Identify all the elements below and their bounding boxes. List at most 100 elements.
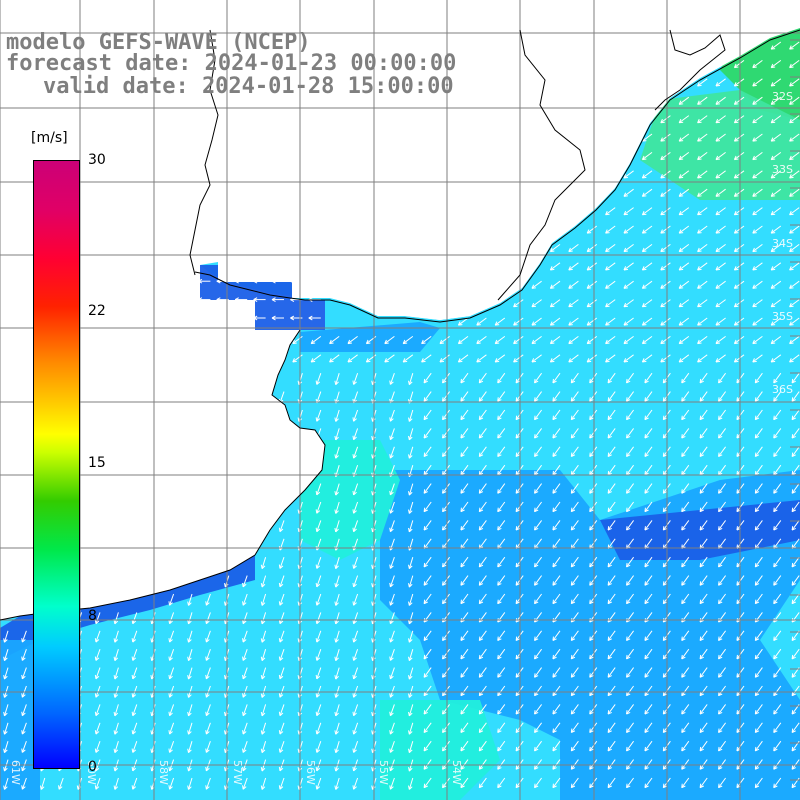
wind-arrow xyxy=(260,649,267,662)
coastline-atlantic xyxy=(194,29,800,323)
wind-arrow xyxy=(352,649,359,661)
wind-arrow xyxy=(21,649,27,661)
wind-arrow xyxy=(278,722,285,735)
wind-arrow xyxy=(534,704,543,715)
wind-arrow xyxy=(644,391,653,402)
wind-arrow xyxy=(789,207,800,216)
wind-arrow xyxy=(715,133,726,142)
wind-arrow xyxy=(352,483,359,496)
wind-arrow xyxy=(678,115,690,124)
wind-arrow xyxy=(718,722,727,733)
wind-arrow xyxy=(752,207,763,216)
wind-arrow xyxy=(644,501,653,513)
wind-arrow xyxy=(623,170,634,179)
wind-arrow xyxy=(770,335,782,345)
wind-arrow xyxy=(384,335,395,345)
wind-arrow xyxy=(791,372,800,384)
wind-arrow xyxy=(334,575,340,588)
wind-arrow xyxy=(644,704,653,715)
wind-arrow xyxy=(334,704,340,717)
wind-arrow xyxy=(497,520,506,531)
wind-arrow xyxy=(715,317,726,326)
wind-arrow xyxy=(552,391,561,402)
wind-arrow xyxy=(423,446,432,457)
wind-arrow xyxy=(586,299,598,308)
wind-arrow xyxy=(329,354,340,363)
wind-arrow xyxy=(607,648,616,660)
wind-arrow xyxy=(568,335,579,345)
wind-arrow xyxy=(552,704,561,715)
wind-arrow xyxy=(329,335,340,345)
speed-patch-1 xyxy=(0,555,255,660)
wind-arrow xyxy=(534,372,543,384)
wind-arrow xyxy=(423,520,432,531)
wind-arrow xyxy=(389,557,395,569)
lat-label: 36S xyxy=(772,383,793,396)
wind-arrow xyxy=(789,133,800,142)
wind-arrow xyxy=(570,667,579,678)
wind-arrow xyxy=(733,335,745,345)
wind-arrow xyxy=(478,759,487,770)
wind-arrow xyxy=(352,575,359,588)
wind-arrow xyxy=(570,722,579,733)
wind-arrow xyxy=(589,759,598,770)
wind-arrow xyxy=(570,630,579,641)
wind-arrow xyxy=(589,630,598,641)
wind-arrow xyxy=(442,556,451,568)
wind-arrow xyxy=(423,630,432,641)
wind-arrow xyxy=(334,483,340,496)
wind-arrow xyxy=(715,225,726,234)
wind-arrow xyxy=(497,372,506,384)
wind-arrow xyxy=(478,520,487,531)
wind-arrow xyxy=(460,446,469,457)
wind-arrow xyxy=(626,575,635,586)
wind-arrow xyxy=(715,207,726,216)
speed-patch-2 xyxy=(300,322,440,352)
wind-arrow xyxy=(552,630,561,641)
wind-arrow xyxy=(460,575,469,586)
wind-arrow xyxy=(552,428,561,439)
wind-arrow xyxy=(678,188,690,197)
wind-arrow xyxy=(789,41,800,50)
wind-arrow xyxy=(607,740,616,752)
wind-arrow xyxy=(278,777,285,790)
wind-arrow xyxy=(260,667,267,680)
lat-label: 32S xyxy=(772,90,793,103)
wind-arrow xyxy=(752,317,763,326)
wind-arrow xyxy=(497,593,506,605)
wind-arrow xyxy=(187,722,193,735)
colorbar-tick-15: 15 xyxy=(88,455,106,471)
wind-arrow xyxy=(476,354,487,363)
wind-arrow xyxy=(442,667,451,678)
wind-arrow xyxy=(260,557,267,570)
wind-arrow xyxy=(699,501,708,513)
wind-arrow xyxy=(94,649,101,661)
wind-arrow xyxy=(334,630,340,643)
wind-arrow xyxy=(497,704,506,715)
graticule-labels: 32S 33S 34S 35S 36S 61W 60W 58W 57W 56W 55W 54W xyxy=(9,90,793,785)
wind-arrow xyxy=(626,391,635,402)
wind-arrow xyxy=(715,96,726,105)
wind-arrow xyxy=(534,759,543,770)
wind-arrow xyxy=(733,133,745,142)
wind-arrow xyxy=(168,777,175,790)
wind-arrow xyxy=(641,280,653,289)
wind-arrow xyxy=(644,667,653,678)
wind-arrow xyxy=(718,575,727,586)
wind-arrow xyxy=(513,299,524,308)
wind-arrow xyxy=(623,299,634,308)
wind-arrow xyxy=(278,667,285,680)
wind-arrow xyxy=(715,299,726,308)
wind-arrow xyxy=(570,575,579,586)
wind-arrow xyxy=(334,409,340,422)
wind-arrow xyxy=(476,335,487,345)
wind-arrow xyxy=(570,391,579,402)
wind-arrow xyxy=(271,297,284,302)
wind-arrow xyxy=(754,740,763,752)
wind-arrow xyxy=(699,556,708,568)
wind-arrow xyxy=(570,704,579,715)
wind-arrow xyxy=(3,777,9,790)
wind-arrow xyxy=(791,446,800,457)
wind-arrow xyxy=(534,740,543,752)
wind-arrow xyxy=(271,278,284,284)
